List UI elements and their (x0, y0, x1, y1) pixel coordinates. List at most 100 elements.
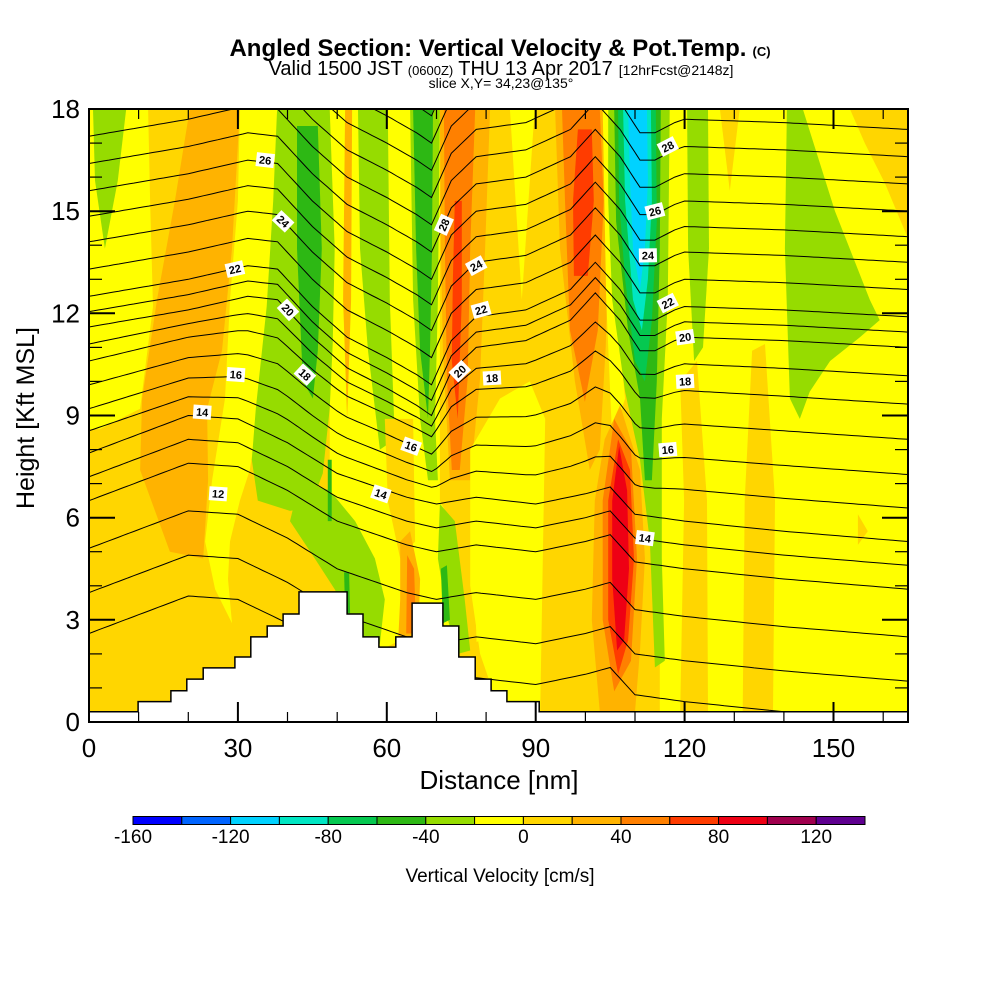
colorbar-segment (522, 816, 573, 825)
slice-info: slice X,Y= 34,23@135° (429, 75, 574, 91)
contour-label: 14 (192, 404, 212, 420)
colorbar-tick-label: -120 (212, 827, 250, 848)
contour-label-text: 28 (660, 139, 676, 155)
contour-label-box (400, 436, 422, 456)
contour-line (89, 207, 908, 332)
colorbar-segment (278, 816, 329, 825)
fill-region (437, 504, 471, 654)
contour-label-text: 14 (638, 532, 653, 546)
contour-line (89, 414, 908, 542)
contour-label: 22 (470, 300, 492, 320)
contour-label-box (271, 210, 295, 233)
fill-region (719, 109, 740, 191)
contour-label-text: 16 (229, 369, 242, 382)
colorbar-tick-label: 40 (610, 827, 631, 848)
contour-label: 18 (482, 370, 502, 386)
fill-region (140, 109, 240, 559)
colorbar-tick-label: -80 (314, 827, 341, 848)
contour-label: 24 (464, 255, 488, 277)
contour-label-text: 18 (486, 373, 499, 386)
contour-line (89, 234, 908, 359)
contour-line (89, 375, 908, 475)
y-tick-label: 15 (51, 196, 80, 226)
colorbar-segment (474, 816, 524, 825)
valid-time: Valid 1500 JST (269, 58, 403, 80)
fill-region (358, 109, 395, 450)
colorbar-segment (230, 816, 280, 825)
contour-line (89, 396, 908, 509)
colorbar-segment (132, 816, 183, 825)
contour-label-box (638, 248, 658, 263)
contour-label: 18 (675, 373, 695, 389)
fill-region (612, 446, 629, 651)
contour-label-box (464, 255, 488, 277)
contour-label-box (675, 373, 695, 389)
colorbar-segment (620, 816, 671, 825)
fill-region (849, 109, 908, 239)
colorbar-segment (669, 816, 720, 825)
y-tick-label: 12 (51, 298, 80, 328)
x-tick-label: 90 (521, 733, 550, 763)
x-tick-label: 150 (812, 733, 855, 763)
x-tick-label: 30 (223, 733, 252, 763)
colorbar-tick-label: 120 (800, 827, 832, 848)
contour-label-box (644, 202, 666, 221)
contour-label: 16 (658, 441, 678, 458)
y-tick-label: 6 (66, 503, 80, 533)
contour-label-text: 24 (642, 250, 655, 262)
fill-region (384, 418, 416, 559)
title-text: Angled Section: Vertical Velocity & Pot.… (229, 35, 746, 62)
fill-region (687, 109, 709, 361)
contour-line (89, 554, 908, 682)
contour-line (89, 330, 908, 438)
title-units: (C) (752, 44, 770, 59)
contour-label: 22 (224, 260, 246, 278)
contour-line (89, 276, 908, 401)
y-axis-label: Height [Kft MSL] (12, 327, 40, 509)
fill-region (449, 480, 479, 692)
fill-region (680, 361, 708, 712)
contour-label-text: 14 (373, 487, 389, 503)
chart-subtitle: Valid 1500 JST (0600Z) THU 13 Apr 2017 [12h… (269, 58, 734, 80)
utc-time: (0600Z) (408, 63, 454, 78)
vertical-velocity-fill (89, 109, 908, 722)
contour-line (89, 181, 908, 306)
contour-line (89, 510, 908, 638)
contour-label: 14 (370, 484, 392, 504)
contour-label-text: 16 (661, 444, 674, 457)
y-axis-tick-labels: 0 3 6 9 12 15 18 (51, 94, 80, 737)
contour-label-box (482, 370, 502, 386)
contour-label-box (433, 213, 454, 236)
contour-label-box (293, 363, 317, 386)
x-tick-label: 0 (82, 733, 96, 763)
contour-line (89, 292, 908, 417)
contour-label-text: 22 (474, 303, 489, 318)
contour-line (89, 155, 908, 281)
y-tick-label: 0 (66, 707, 80, 737)
fill-region (628, 109, 648, 290)
contour-line (89, 353, 908, 455)
contour-label-box (656, 136, 679, 157)
contour-label-text: 22 (228, 263, 243, 277)
colorbar-title: Vertical Velocity [cm/s] (405, 866, 594, 887)
contour-line (89, 261, 908, 386)
contour-label: 28 (656, 136, 679, 157)
contour-label-text: 14 (196, 407, 210, 420)
contour-label: 20 (675, 329, 695, 346)
contour-line (89, 109, 908, 226)
axis-ticks (88, 108, 908, 723)
contour-label-box (370, 484, 392, 504)
contour-label-text: 18 (679, 376, 692, 389)
colorbar: -160 -120 -80 -40 0 40 80 120 (114, 816, 866, 848)
contour-label-box (675, 329, 695, 346)
contour-label-box (192, 404, 212, 420)
colorbar-tick-label: 80 (708, 827, 729, 848)
colorbar-segment (376, 816, 427, 825)
chart-title: Angled Section: Vertical Velocity & Pot.… (229, 35, 770, 62)
fill-region (327, 459, 332, 522)
terrain-outline (89, 591, 908, 713)
contour-label-text: 22 (660, 296, 676, 312)
contour-line (89, 438, 908, 566)
contour-label-box (208, 486, 228, 502)
